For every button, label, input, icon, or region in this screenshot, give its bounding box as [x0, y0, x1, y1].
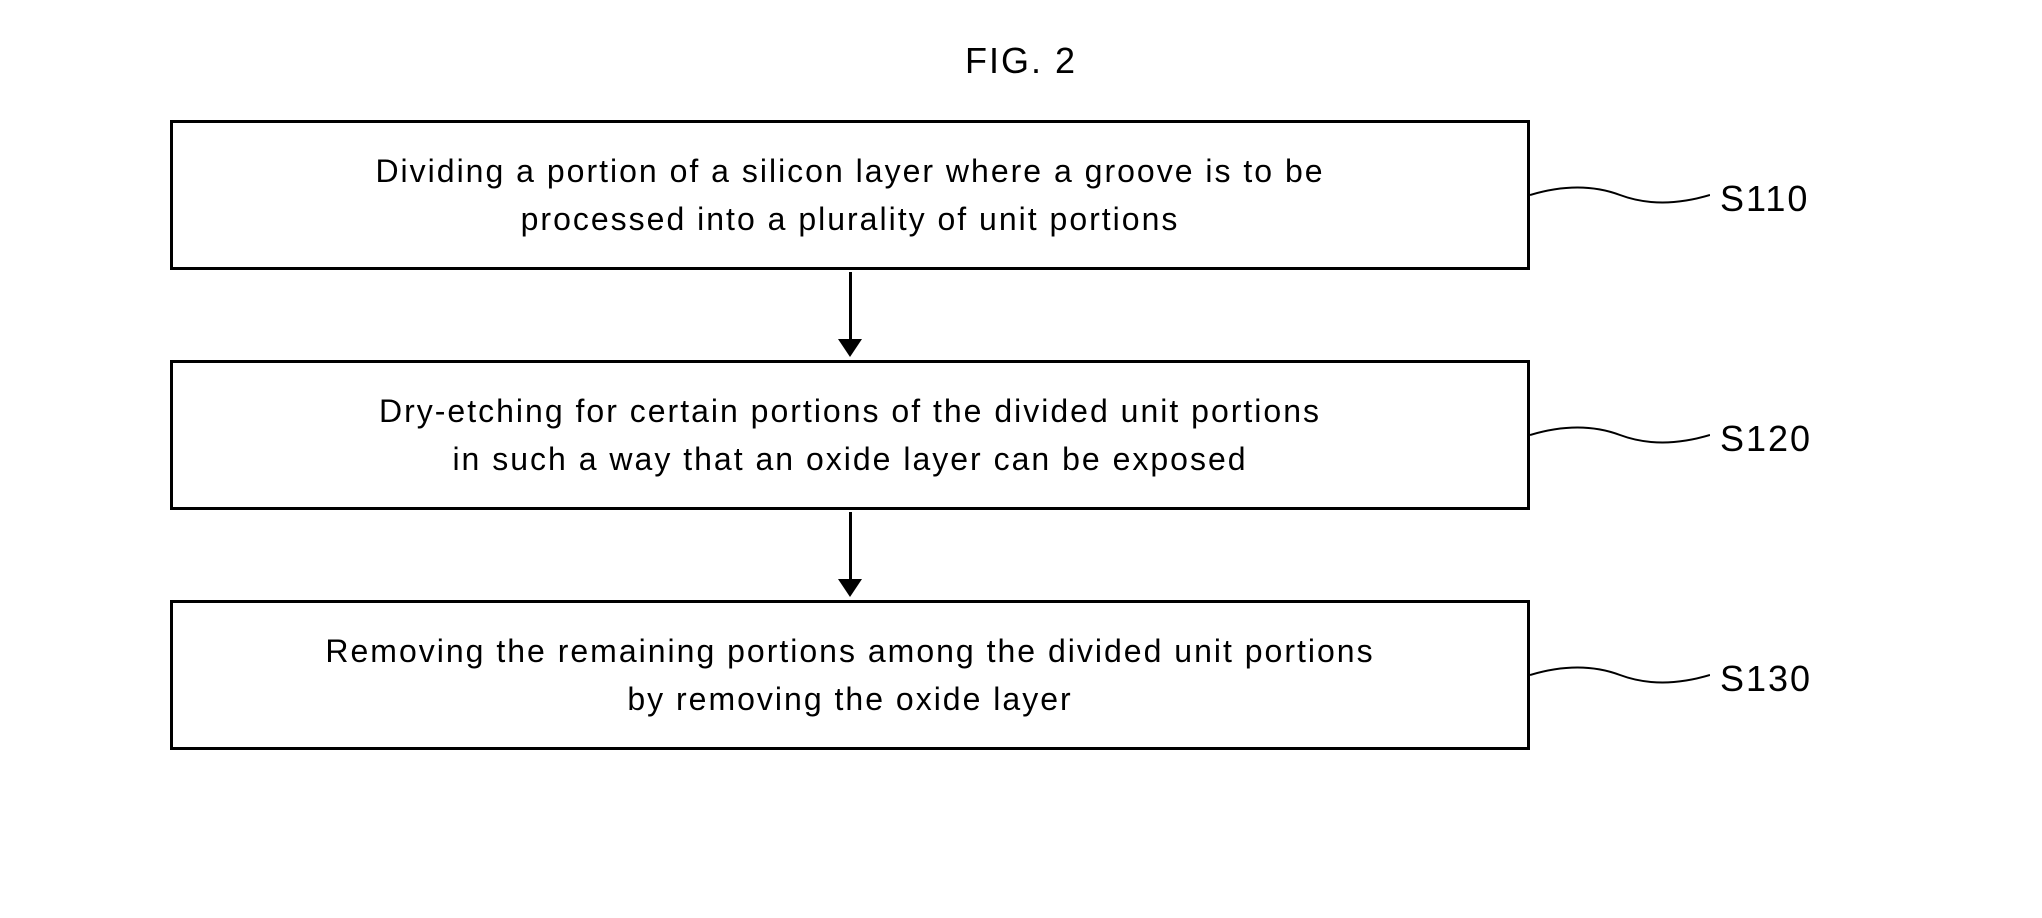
step-label-s120: S120: [1720, 418, 1812, 460]
connector-curve-s120: [1530, 415, 1710, 455]
flow-arrow-1-head: [838, 339, 862, 357]
step-label-s120-text: S120: [1720, 418, 1812, 459]
flow-arrow-1: [838, 272, 862, 357]
figure-title-text: FIG. 2: [965, 40, 1077, 81]
step-label-s110: S110: [1720, 178, 1809, 220]
connector-curve-s110: [1530, 175, 1710, 215]
flow-arrow-2-line: [849, 512, 852, 580]
flow-arrow-1-line: [849, 272, 852, 340]
flow-arrow-2: [838, 512, 862, 597]
flow-box-s130-line1: Removing the remaining portions among th…: [325, 633, 1374, 669]
flow-box-s110-line1: Dividing a portion of a silicon layer wh…: [375, 153, 1324, 189]
step-label-s130-text: S130: [1720, 658, 1812, 699]
step-label-s110-text: S110: [1720, 178, 1809, 219]
flow-arrow-2-head: [838, 579, 862, 597]
flow-box-s110-content: Dividing a portion of a silicon layer wh…: [375, 147, 1324, 243]
flow-box-s130-line2: by removing the oxide layer: [627, 681, 1072, 717]
flow-box-s120: Dry-etching for certain portions of the …: [170, 360, 1530, 510]
figure-title: FIG. 2: [965, 40, 1077, 82]
connector-curve-s130: [1530, 655, 1710, 695]
flow-box-s120-line2: in such a way that an oxide layer can be…: [452, 441, 1247, 477]
flow-box-s130-content: Removing the remaining portions among th…: [325, 627, 1374, 723]
flow-box-s120-line1: Dry-etching for certain portions of the …: [379, 393, 1321, 429]
step-label-s130: S130: [1720, 658, 1812, 700]
flow-box-s110-line2: processed into a plurality of unit porti…: [521, 201, 1180, 237]
flow-box-s130: Removing the remaining portions among th…: [170, 600, 1530, 750]
flow-box-s110: Dividing a portion of a silicon layer wh…: [170, 120, 1530, 270]
flow-box-s120-content: Dry-etching for certain portions of the …: [379, 387, 1321, 483]
